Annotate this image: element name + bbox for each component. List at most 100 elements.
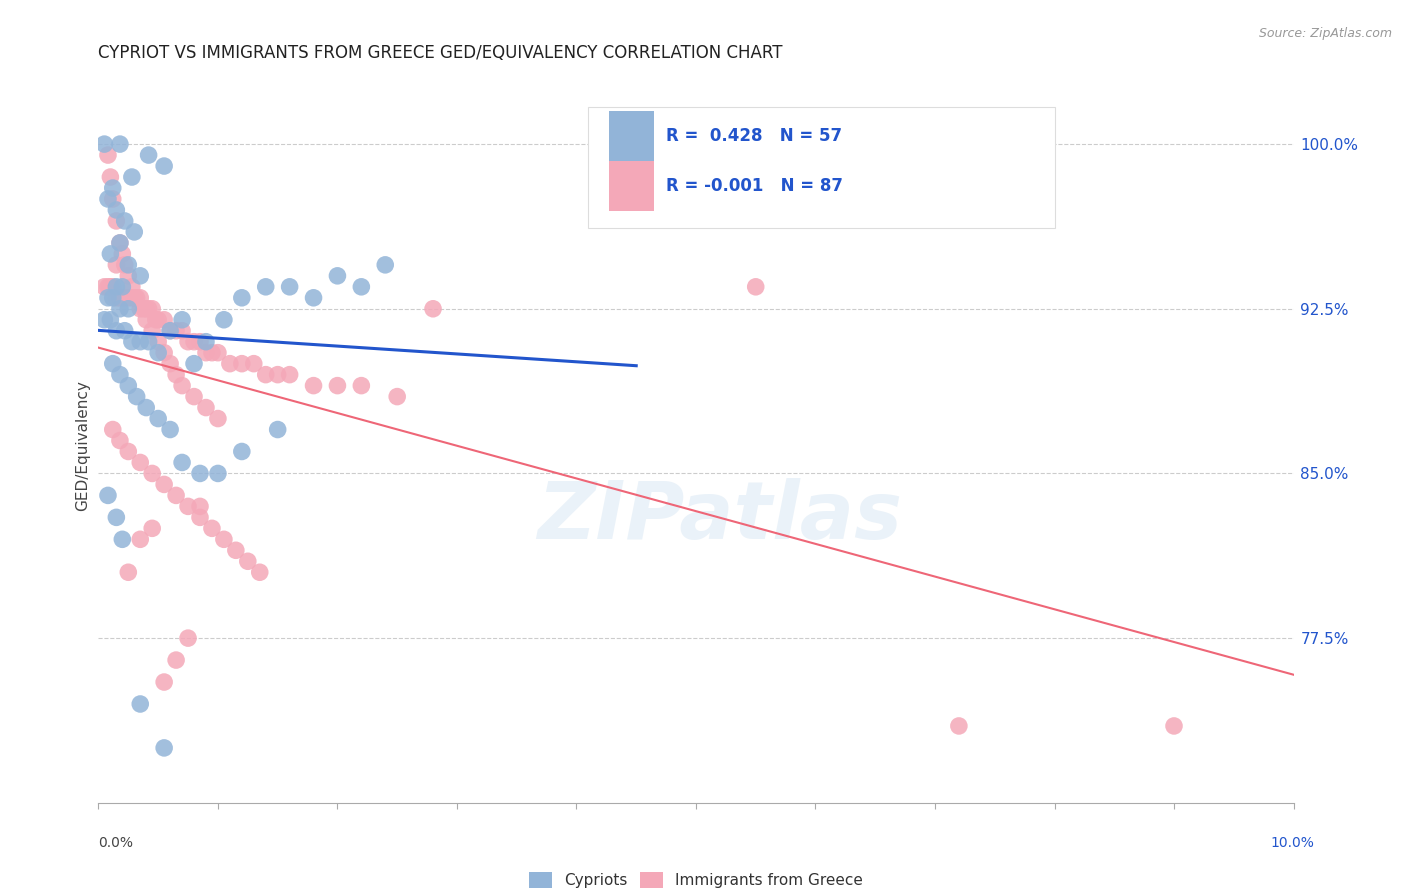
Point bbox=[125, 390, 148, 404]
FancyBboxPatch shape bbox=[609, 111, 654, 161]
Point bbox=[93, 312, 115, 326]
Point bbox=[225, 543, 247, 558]
Point bbox=[212, 312, 235, 326]
Point bbox=[117, 291, 139, 305]
Text: CYPRIOT VS IMMIGRANTS FROM GREECE GED/EQUIVALENCY CORRELATION CHART: CYPRIOT VS IMMIGRANTS FROM GREECE GED/EQ… bbox=[98, 45, 783, 62]
Point bbox=[201, 521, 224, 535]
Point bbox=[219, 357, 242, 371]
Point bbox=[101, 291, 124, 305]
Point bbox=[141, 301, 163, 316]
Point bbox=[195, 401, 218, 415]
Point bbox=[153, 345, 176, 359]
Point bbox=[117, 444, 139, 458]
Point bbox=[97, 291, 120, 305]
Point bbox=[124, 225, 146, 239]
Point bbox=[117, 258, 139, 272]
Point bbox=[422, 301, 444, 316]
Point bbox=[114, 291, 136, 305]
Point bbox=[374, 258, 396, 272]
Point bbox=[125, 291, 148, 305]
Point bbox=[231, 444, 253, 458]
Text: R = -0.001   N = 87: R = -0.001 N = 87 bbox=[666, 177, 844, 194]
Point bbox=[97, 280, 120, 294]
Point bbox=[117, 378, 139, 392]
Point bbox=[350, 378, 373, 392]
Point bbox=[172, 378, 194, 392]
Point bbox=[159, 357, 181, 371]
Point bbox=[183, 390, 205, 404]
Point bbox=[105, 214, 128, 228]
Point bbox=[114, 214, 136, 228]
Text: Source: ZipAtlas.com: Source: ZipAtlas.com bbox=[1258, 27, 1392, 40]
Point bbox=[267, 368, 290, 382]
Point bbox=[159, 324, 181, 338]
Point bbox=[172, 324, 194, 338]
Point bbox=[236, 554, 259, 568]
Point bbox=[165, 324, 187, 338]
Point bbox=[302, 378, 325, 392]
Point bbox=[108, 137, 131, 152]
Point bbox=[1163, 719, 1185, 733]
Point bbox=[108, 235, 131, 250]
Point bbox=[101, 423, 124, 437]
Point bbox=[105, 202, 128, 217]
Point bbox=[93, 137, 115, 152]
Point bbox=[117, 566, 139, 580]
Point bbox=[101, 181, 124, 195]
Point bbox=[108, 301, 131, 316]
Point bbox=[129, 291, 152, 305]
Point bbox=[138, 301, 160, 316]
Point bbox=[135, 401, 157, 415]
Point bbox=[243, 357, 266, 371]
Text: 0.0%: 0.0% bbox=[98, 836, 134, 850]
Point bbox=[254, 280, 277, 294]
Point bbox=[183, 334, 205, 349]
Point bbox=[148, 312, 170, 326]
Point bbox=[105, 258, 128, 272]
Point bbox=[111, 280, 134, 294]
Point bbox=[105, 324, 128, 338]
Point bbox=[129, 533, 152, 547]
Point bbox=[188, 334, 211, 349]
Point bbox=[183, 357, 205, 371]
Point bbox=[111, 291, 134, 305]
Point bbox=[153, 675, 176, 690]
Point bbox=[108, 291, 131, 305]
Point bbox=[108, 434, 131, 448]
Point bbox=[100, 280, 122, 294]
Point bbox=[97, 488, 120, 502]
Point bbox=[138, 148, 160, 162]
Point bbox=[207, 345, 229, 359]
Point bbox=[159, 324, 181, 338]
Point bbox=[124, 291, 146, 305]
Point bbox=[100, 169, 122, 184]
Point bbox=[129, 301, 152, 316]
Point bbox=[141, 467, 163, 481]
Legend: Cypriots, Immigrants from Greece: Cypriots, Immigrants from Greece bbox=[529, 872, 863, 888]
Point bbox=[138, 334, 160, 349]
Point bbox=[108, 368, 131, 382]
Text: R =  0.428   N = 57: R = 0.428 N = 57 bbox=[666, 127, 842, 145]
Point bbox=[111, 247, 134, 261]
Point bbox=[105, 291, 128, 305]
Point bbox=[101, 280, 124, 294]
Point bbox=[114, 258, 136, 272]
Point bbox=[254, 368, 277, 382]
Point bbox=[350, 280, 373, 294]
Point bbox=[302, 291, 325, 305]
Point bbox=[188, 510, 211, 524]
Point bbox=[249, 566, 271, 580]
Point bbox=[111, 533, 134, 547]
Point bbox=[145, 312, 167, 326]
FancyBboxPatch shape bbox=[609, 161, 654, 211]
Point bbox=[231, 291, 253, 305]
Point bbox=[153, 312, 176, 326]
Point bbox=[207, 467, 229, 481]
Point bbox=[165, 653, 187, 667]
Text: 10.0%: 10.0% bbox=[1271, 836, 1315, 850]
Point bbox=[159, 423, 181, 437]
Point bbox=[105, 510, 128, 524]
Point bbox=[195, 345, 218, 359]
Point bbox=[177, 500, 200, 514]
Point bbox=[121, 280, 143, 294]
